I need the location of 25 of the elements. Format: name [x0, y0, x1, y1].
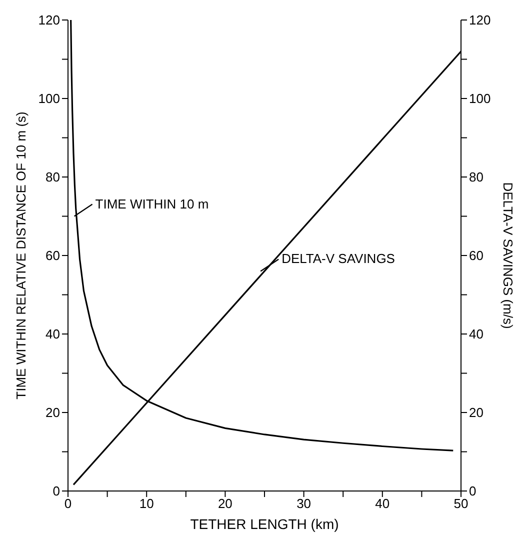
x-tick-label: 30 — [296, 496, 312, 512]
y2-tick-label: 120 — [469, 12, 491, 28]
x-axis-title: TETHER LENGTH (km) — [190, 516, 339, 532]
x-tick-label: 0 — [64, 496, 72, 512]
y-tick-label: 100 — [38, 91, 60, 106]
y-tick-label: 20 — [46, 405, 60, 420]
y-tick-label: 0 — [52, 484, 60, 499]
y2-tick-label: 60 — [469, 248, 484, 264]
y2-tick-label: 100 — [469, 91, 491, 106]
annotation: TIME WITHIN 10 m — [95, 196, 209, 212]
x-tick-label: 40 — [375, 496, 390, 512]
y-tick-label: 40 — [46, 326, 60, 342]
x-tick-label: 20 — [218, 496, 232, 512]
y2-tick-label: 40 — [469, 326, 484, 342]
y2-tick-label: 0 — [469, 484, 476, 499]
y-axis-title: TIME WITHIN RELATIVE DISTANCE OF 10 m (s) — [14, 112, 29, 400]
y2-tick-label: 20 — [469, 405, 484, 420]
y2-axis-title: DELTA-V SAVINGS (m/s) — [500, 182, 516, 329]
y-tick-label: 80 — [46, 170, 60, 185]
y2-tick-label: 80 — [469, 170, 484, 185]
y-tick-label: 120 — [38, 12, 60, 28]
annotation: DELTA-V SAVINGS — [282, 251, 396, 266]
y-tick-label: 60 — [46, 248, 60, 264]
x-tick-label: 10 — [139, 496, 154, 512]
x-tick-label: 50 — [454, 496, 468, 512]
